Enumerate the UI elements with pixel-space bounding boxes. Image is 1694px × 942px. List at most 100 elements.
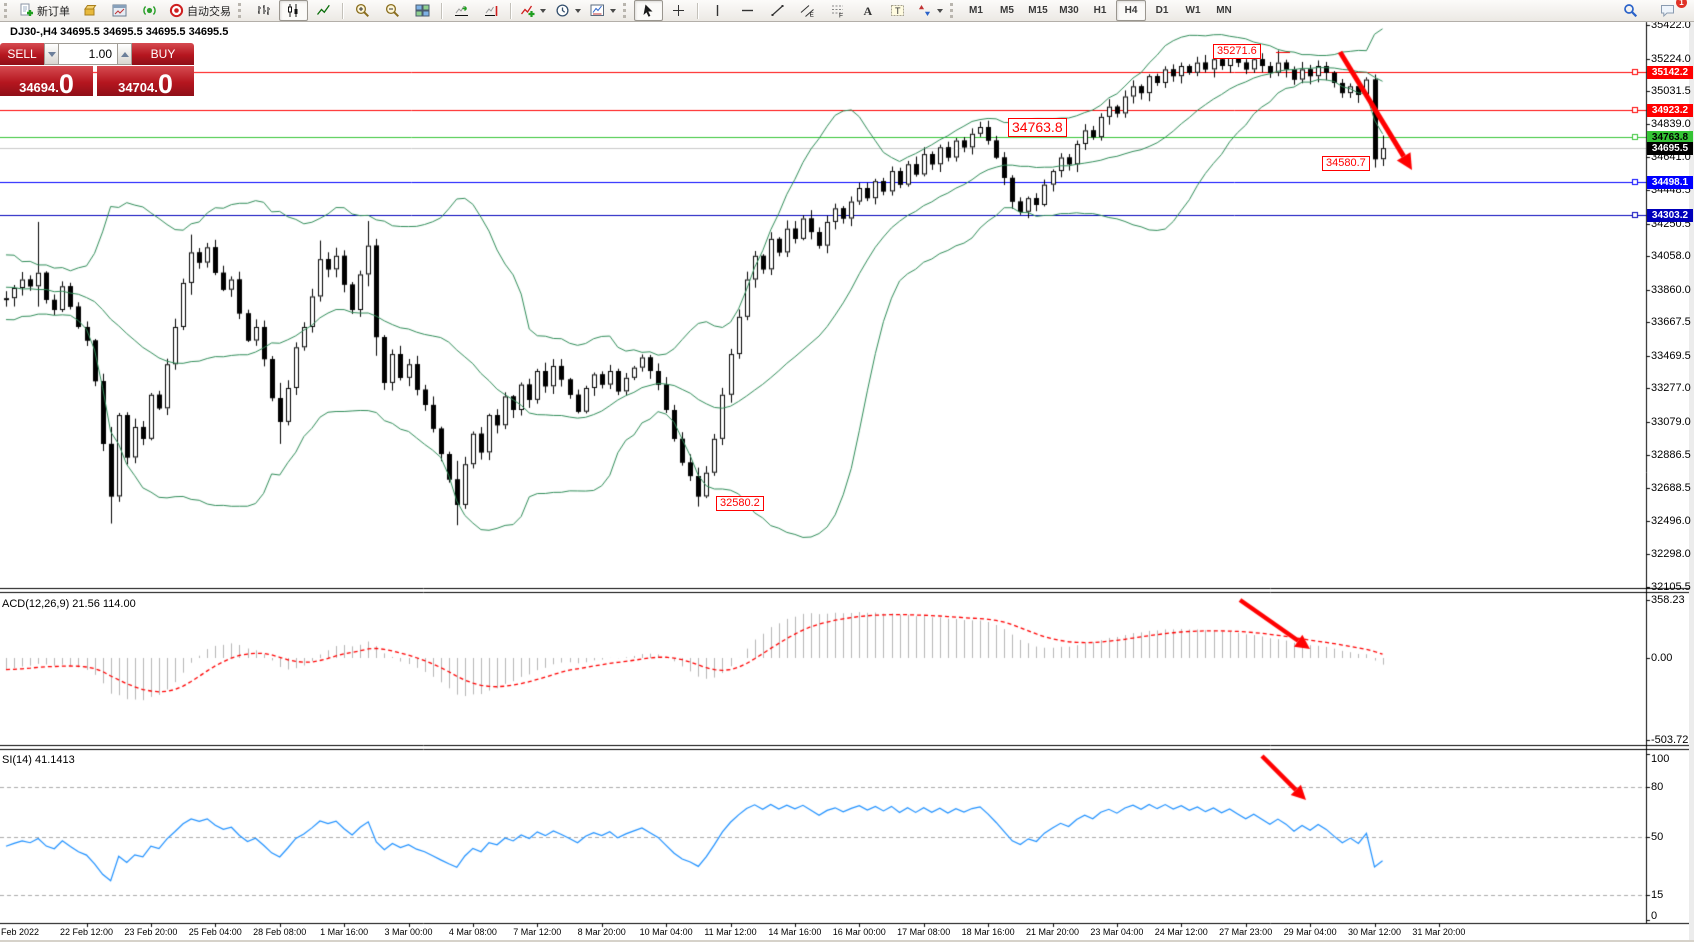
timeframe-button-w1[interactable]: W1 [1185,5,1201,16]
gold-cube-button[interactable] [75,0,104,21]
autotrading-icon [169,3,184,18]
rsi-axis-label: 15 [1651,889,1664,901]
text-label-button[interactable]: T [883,0,912,21]
price-axis-label: 33469.5 [1651,350,1691,362]
price-axis-label: 32688.5 [1651,482,1691,494]
timeframe-button-m5[interactable]: M5 [1000,5,1014,16]
price-axis-label: 34058.0 [1651,250,1691,262]
new-order-button[interactable]: 新订单 [15,0,74,21]
volume-decrease-button[interactable] [44,43,59,65]
search-icon [1624,4,1638,18]
vertical-line-button[interactable] [703,0,732,21]
price-axis-label: 35031.5 [1651,85,1691,97]
search-button[interactable] [1616,0,1645,21]
auto-scroll-button[interactable] [447,0,476,21]
price-axis-label: 32298.0 [1651,548,1691,560]
macd-axis-label: -503.72 [1651,734,1689,746]
arrows-icon [918,5,931,16]
zoom-out-icon [385,3,400,18]
timeframe-button-h4[interactable]: H4 [1116,0,1146,21]
signal-button[interactable] [135,0,164,21]
timeframe-button-m30[interactable]: M30 [1059,5,1079,16]
market-watch-button[interactable] [105,0,134,21]
main-toolbar: 新订单 自动交易 E F A T M1 M5 M15 M30 H1 H4 D1 W1 MN 1 [0,0,1694,22]
indicators-button[interactable] [516,0,550,21]
date-axis-label: 24 Mar 12:00 [1154,927,1208,937]
zoom-in-button[interactable] [348,0,377,21]
chat-button[interactable]: 1 [1653,0,1687,21]
toolbar-grip[interactable] [238,3,244,18]
rsi-axis-label: 0 [1651,910,1658,922]
templates-button[interactable] [586,0,620,21]
bar-chart-button[interactable] [249,0,278,21]
timeframe-button-mn[interactable]: MN [1216,5,1232,16]
macd-axis-label: 358.23 [1651,594,1685,606]
date-axis-label: 18 Mar 16:00 [961,927,1015,937]
candle-chart-button[interactable] [279,0,308,21]
svg-text:E: E [810,12,815,19]
date-axis-label: 8 Mar 20:00 [577,927,626,937]
rsi-axis-label: 80 [1651,781,1664,793]
toolbar-separator [510,2,512,19]
volume-increase-button[interactable] [117,43,132,65]
toolbar-grip[interactable] [950,3,956,18]
candle-chart-icon [288,4,298,17]
price-line-badge: 34303.2 [1647,208,1693,222]
date-axis-month-label: Feb 2022 [1,927,40,937]
autotrading-button[interactable]: 自动交易 [165,0,235,21]
line-chart-icon [316,4,330,15]
cursor-button[interactable] [634,0,663,21]
dropdown-caret-icon [610,8,616,13]
price-axis-label: 32105.5 [1651,581,1691,593]
crosshair-button[interactable] [664,0,693,21]
bid-dot: . [55,80,59,95]
timeframe-button-d1[interactable]: D1 [1155,5,1169,16]
price-axis-label: 33860.0 [1651,284,1691,296]
bid-big-digit: 0 [58,68,74,99]
timeframe-button-m15[interactable]: M15 [1028,5,1048,16]
ask-dot: . [154,80,158,95]
price-axis-label: 35224.0 [1651,53,1691,65]
periods-button[interactable] [551,0,585,21]
line-chart-button[interactable] [309,0,338,21]
trend-line-button[interactable] [763,0,792,21]
periods-icon [556,4,569,17]
date-axis-label: 21 Mar 20:00 [1025,927,1080,937]
tile-windows-button[interactable] [408,0,437,21]
timeframe-button-h1[interactable]: H1 [1093,5,1107,16]
text-button[interactable]: A [853,0,882,21]
date-axis-label: 3 Mar 00:00 [384,927,433,937]
ask-big-digit: 0 [157,68,173,99]
volume-input[interactable] [59,43,117,65]
price-axis-label: 32496.0 [1651,515,1691,527]
buy-button[interactable]: BUY [132,43,194,65]
equidistant-channel-button[interactable]: E [793,0,822,21]
one-click-price-row: 34694. 0 34704. 0 [0,66,194,99]
price-label-35271: 35271.6 [1213,44,1261,59]
gold-cube-icon [84,5,97,16]
zoom-out-button[interactable] [378,0,407,21]
date-axis-label: 22 Feb 12:00 [59,927,114,937]
chart-shift-button[interactable] [477,0,506,21]
toolbar-grip[interactable] [4,3,10,18]
crosshair-icon [673,5,684,16]
toolbar-separator [697,2,699,19]
dropdown-caret-icon [575,8,581,13]
price-line-badge: 34695.5 [1647,141,1693,155]
date-axis-label: 16 Mar 00:00 [832,927,886,937]
new-order-icon [20,3,33,16]
date-axis-label: 29 Mar 04:00 [1283,927,1337,937]
fibonacci-button[interactable]: F [823,0,852,21]
arrows-button[interactable] [913,0,947,21]
price-label-32580: 32580.2 [716,496,764,511]
caret-down-icon [47,51,56,57]
price-line-badge: 35142.2 [1647,65,1693,79]
svg-text:T: T [895,6,901,16]
toolbar-grip[interactable] [623,3,629,18]
horizontal-line-button[interactable] [733,0,762,21]
vertical-line-icon [716,5,719,16]
sell-button[interactable]: SELL [0,43,44,65]
timeframe-button-m1[interactable]: M1 [969,5,983,16]
